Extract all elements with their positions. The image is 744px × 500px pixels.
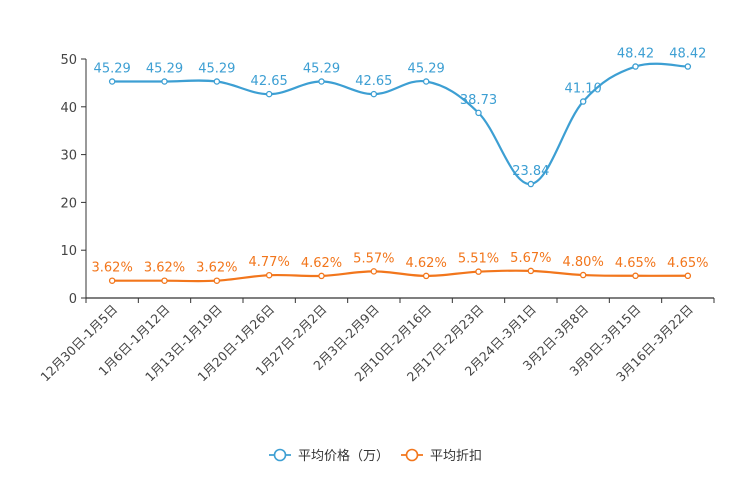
data-label: 4.80% (563, 255, 604, 270)
data-label: 5.57% (353, 251, 394, 266)
y-tick-label: 40 (60, 101, 77, 116)
data-point (475, 268, 482, 275)
data-label: 45.29 (198, 62, 235, 77)
data-point (527, 267, 535, 275)
data-label: 5.51% (458, 252, 499, 267)
data-point (684, 272, 692, 280)
data-label: 38.73 (460, 93, 497, 108)
legend-item-2[interactable]: 平均折扣 (401, 448, 482, 464)
data-point (370, 90, 378, 98)
y-tick-label: 0 (69, 292, 77, 307)
y-tick-label: 50 (60, 53, 77, 68)
data-label: 45.29 (303, 62, 340, 77)
y-tick-label: 10 (60, 244, 77, 259)
data-label: 42.65 (251, 74, 288, 89)
axes-layer: 0102030405012月30日-1月5日1月6日-1月12日1月13日-1月… (37, 53, 715, 384)
data-point (527, 180, 535, 188)
data-label: 3.62% (92, 261, 133, 276)
data-point (632, 63, 639, 70)
legend-marker-icon (273, 448, 287, 462)
series-line-2 (112, 269, 688, 283)
data-point (213, 78, 221, 85)
legend-marker-icon (405, 448, 419, 462)
data-label: 4.65% (615, 256, 656, 271)
data-point (161, 78, 168, 85)
legend-label: 平均折扣 (430, 449, 482, 464)
data-point (632, 272, 639, 280)
data-labels-layer: 45.29 45.29 45.29 42.65 45.29 42.65 45.29 38.73… (92, 47, 709, 276)
data-point (422, 78, 430, 85)
data-label: 48.42 (669, 47, 706, 62)
data-point (475, 109, 482, 117)
data-label: 45.29 (408, 62, 445, 77)
data-label: 23.84 (512, 164, 549, 179)
data-label: 45.29 (146, 62, 183, 77)
data-point (318, 78, 325, 85)
data-label: 4.62% (406, 256, 447, 271)
data-label: 41.10 (565, 82, 602, 97)
data-label: 4.65% (667, 256, 708, 271)
data-point (579, 98, 587, 105)
data-label: 4.62% (301, 256, 342, 271)
data-point (108, 277, 116, 284)
data-point (161, 277, 168, 284)
data-point (579, 271, 587, 279)
data-point (108, 78, 116, 85)
y-tick-label: 30 (60, 149, 77, 164)
series-layer (108, 62, 692, 284)
data-label: 4.77% (249, 255, 290, 270)
data-point (422, 272, 430, 280)
data-point (213, 277, 221, 284)
data-label: 48.42 (617, 47, 654, 62)
legend-label: 平均价格（万） (298, 448, 389, 464)
legend-item-1[interactable]: 平均价格（万） (269, 448, 389, 464)
data-label: 3.62% (196, 261, 237, 276)
data-point (265, 90, 273, 98)
data-label: 42.65 (355, 74, 392, 89)
legend[interactable]: 平均价格（万） 平均折扣 (269, 448, 482, 464)
y-tick-label: 20 (60, 196, 77, 211)
data-point (684, 63, 692, 70)
data-point (318, 272, 325, 280)
data-label: 45.29 (94, 62, 131, 77)
data-label: 5.67% (510, 251, 551, 266)
data-label: 3.62% (144, 261, 185, 276)
data-point (265, 271, 273, 279)
data-point (370, 268, 378, 275)
